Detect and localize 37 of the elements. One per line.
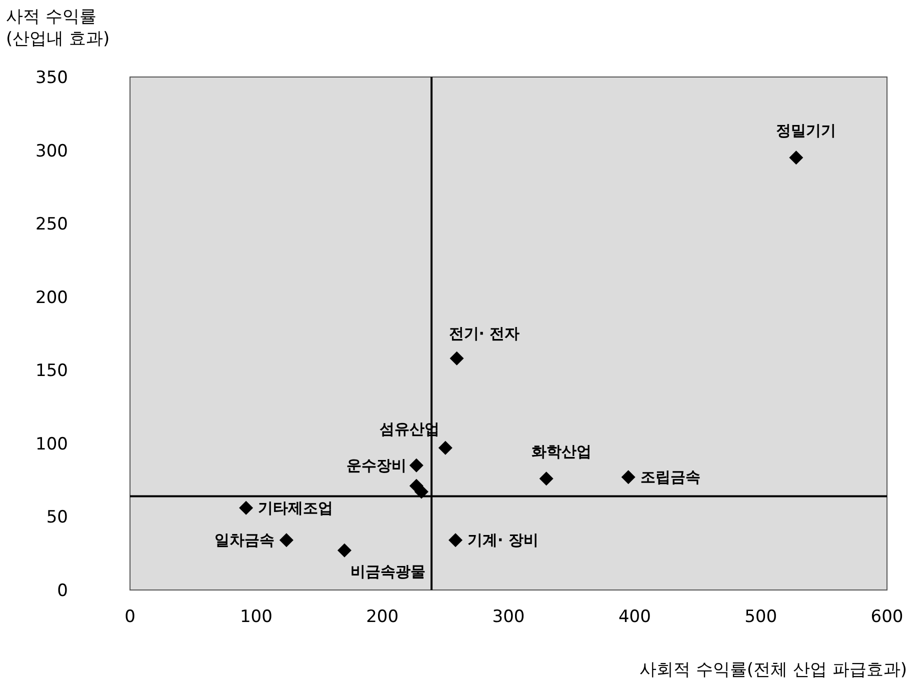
annotation: 기타제조업 — [258, 498, 334, 517]
x-tick-label: 0 — [124, 607, 136, 627]
annotation: 조립금속 — [640, 468, 700, 486]
y-tick-label: 150 — [36, 361, 68, 382]
x-tick-label: 100 — [240, 607, 272, 627]
y-tick-label: 350 — [36, 68, 68, 88]
x-axis-title: 사회적 수익률(전체 산업 파급효과) — [640, 660, 907, 680]
y-tick-label: 200 — [36, 288, 68, 308]
y-tick-label: 100 — [36, 434, 68, 454]
annotation: 기계· 장비 — [468, 531, 538, 550]
y-tick-label: 50 — [46, 508, 68, 528]
y-tick-label: 0 — [57, 581, 68, 601]
y-tick-label: 250 — [36, 214, 68, 235]
point — [337, 543, 352, 558]
annotation: 정밀기기 — [776, 122, 836, 140]
point — [789, 150, 804, 165]
y-tick-label: 300 — [36, 141, 68, 162]
point — [448, 533, 463, 548]
point — [279, 533, 294, 548]
x-tick-label: 400 — [618, 607, 651, 627]
annotation: 운수장비 — [346, 456, 406, 474]
point — [409, 458, 424, 472]
x-tick-label: 600 — [870, 607, 904, 627]
point — [621, 470, 636, 484]
point — [239, 500, 254, 515]
annotation: 화학산업 — [531, 442, 592, 461]
x-tick-label: 200 — [366, 607, 399, 627]
x-tick-label: 500 — [744, 607, 778, 627]
annotation: 비금속광물 — [350, 562, 426, 580]
point — [450, 351, 464, 366]
point — [438, 440, 452, 455]
annotation: 일차금속 — [214, 531, 274, 550]
x-tick-label: 300 — [492, 607, 525, 627]
annotation: 전기· 전자 — [448, 324, 520, 342]
point — [414, 484, 428, 499]
y-axis-title: 사적 수익률 (산업내 효과) — [6, 7, 110, 49]
point — [539, 472, 554, 486]
